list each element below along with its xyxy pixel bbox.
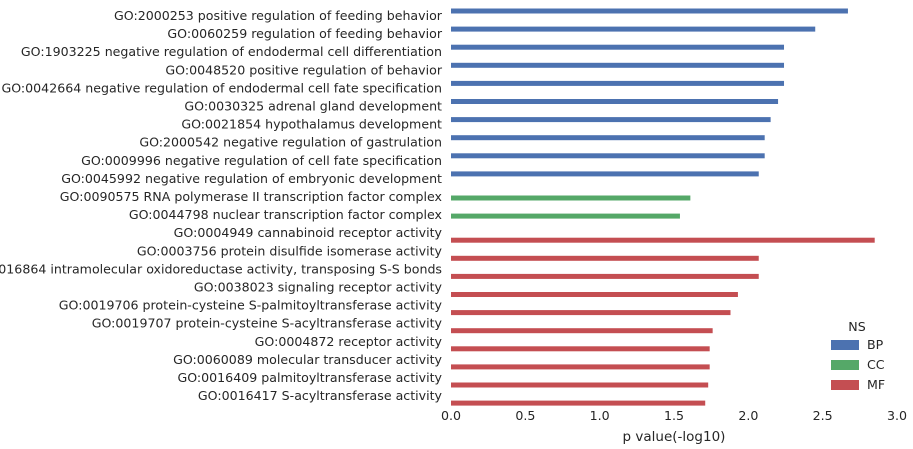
bar-mf bbox=[451, 292, 738, 297]
category-label: GO:0016864 intramolecular oxidoreductase… bbox=[0, 261, 442, 276]
bar-mf bbox=[451, 310, 731, 316]
x-tick-label: 1.5 bbox=[664, 408, 684, 423]
category-label: GO:0044798 nuclear transcription factor … bbox=[129, 207, 443, 222]
category-label: GO:0042664 negative regulation of endode… bbox=[1, 80, 442, 95]
category-label: GO:0004872 receptor activity bbox=[255, 334, 443, 349]
x-tick-label: 2.0 bbox=[738, 408, 758, 423]
x-ticks-group: 0.0 0.5 1.0 1.5 2.0 2.5 3.0 bbox=[441, 408, 907, 423]
bar-bp bbox=[451, 153, 765, 159]
category-label: GO:0060089 molecular transducer activity bbox=[173, 352, 442, 367]
x-tick-label: 0.5 bbox=[515, 408, 535, 423]
legend-label: BP bbox=[867, 337, 884, 352]
legend: NS BP CC MF bbox=[831, 319, 885, 392]
category-label: GO:0045992 negative regulation of embryo… bbox=[61, 171, 442, 186]
category-label: GO:0019707 protein-cysteine S-acyltransf… bbox=[92, 316, 443, 331]
bars-group bbox=[451, 8, 875, 406]
category-label: GO:0004949 cannabinoid receptor activity bbox=[174, 225, 443, 240]
bar-mf bbox=[451, 400, 706, 406]
bar-bp bbox=[451, 8, 848, 14]
bar-cc bbox=[451, 195, 691, 201]
legend-swatch-cc bbox=[831, 360, 859, 370]
x-axis-label: p value(-log10) bbox=[623, 429, 726, 445]
category-label: GO:0048520 positive regulation of behavi… bbox=[165, 62, 442, 77]
x-tick-label: 1.0 bbox=[590, 408, 610, 423]
bar-bp bbox=[451, 44, 785, 50]
bar-mf bbox=[451, 237, 875, 243]
x-tick-label: 3.0 bbox=[887, 408, 907, 423]
category-label: GO:0030325 adrenal gland development bbox=[184, 99, 442, 114]
bar-bp bbox=[451, 135, 765, 141]
category-label: GO:2000542 negative regulation of gastru… bbox=[139, 135, 442, 150]
bar-mf bbox=[451, 346, 710, 352]
category-label: GO:0003756 protein disulfide isomerase a… bbox=[137, 243, 443, 258]
bar-mf bbox=[451, 382, 709, 388]
legend-swatch-bp bbox=[831, 340, 859, 350]
bar-bp bbox=[451, 26, 816, 32]
category-label: GO:0090575 RNA polymerase II transcripti… bbox=[60, 189, 443, 204]
category-label: GO:0016409 palmitoyltransferase activity bbox=[177, 370, 442, 385]
legend-label: MF bbox=[867, 377, 885, 392]
bar-mf bbox=[451, 364, 710, 370]
legend-swatch-mf bbox=[831, 380, 859, 390]
bar-mf bbox=[451, 255, 759, 261]
category-label: GO:0038023 signaling receptor activity bbox=[194, 280, 443, 295]
bar-bp bbox=[451, 80, 785, 86]
x-tick-label: 0.0 bbox=[441, 408, 461, 423]
category-label: GO:2000253 positive regulation of feedin… bbox=[114, 8, 443, 23]
bar-bp bbox=[451, 99, 779, 104]
category-label: GO:0019706 protein-cysteine S-palmitoylt… bbox=[59, 298, 443, 313]
legend-title: NS bbox=[848, 319, 865, 334]
bar-bp bbox=[451, 171, 759, 177]
category-labels-group: GO:2000253 positive regulation of feedin… bbox=[0, 8, 443, 403]
bar-mf bbox=[451, 328, 713, 334]
x-tick-label: 2.5 bbox=[813, 408, 833, 423]
category-label: GO:0009996 negative regulation of cell f… bbox=[81, 153, 442, 168]
category-label: GO:0016417 S-acyltransferase activity bbox=[198, 388, 443, 403]
bar-cc bbox=[451, 213, 680, 219]
category-label: GO:1903225 negative regulation of endode… bbox=[21, 44, 442, 59]
bar-bp bbox=[451, 62, 785, 68]
category-label: GO:0060259 regulation of feeding behavio… bbox=[167, 26, 442, 41]
bar-mf bbox=[451, 273, 759, 279]
category-label: GO:0021854 hypothalamus development bbox=[181, 117, 442, 132]
legend-label: CC bbox=[867, 357, 885, 372]
bar-bp bbox=[451, 117, 771, 123]
